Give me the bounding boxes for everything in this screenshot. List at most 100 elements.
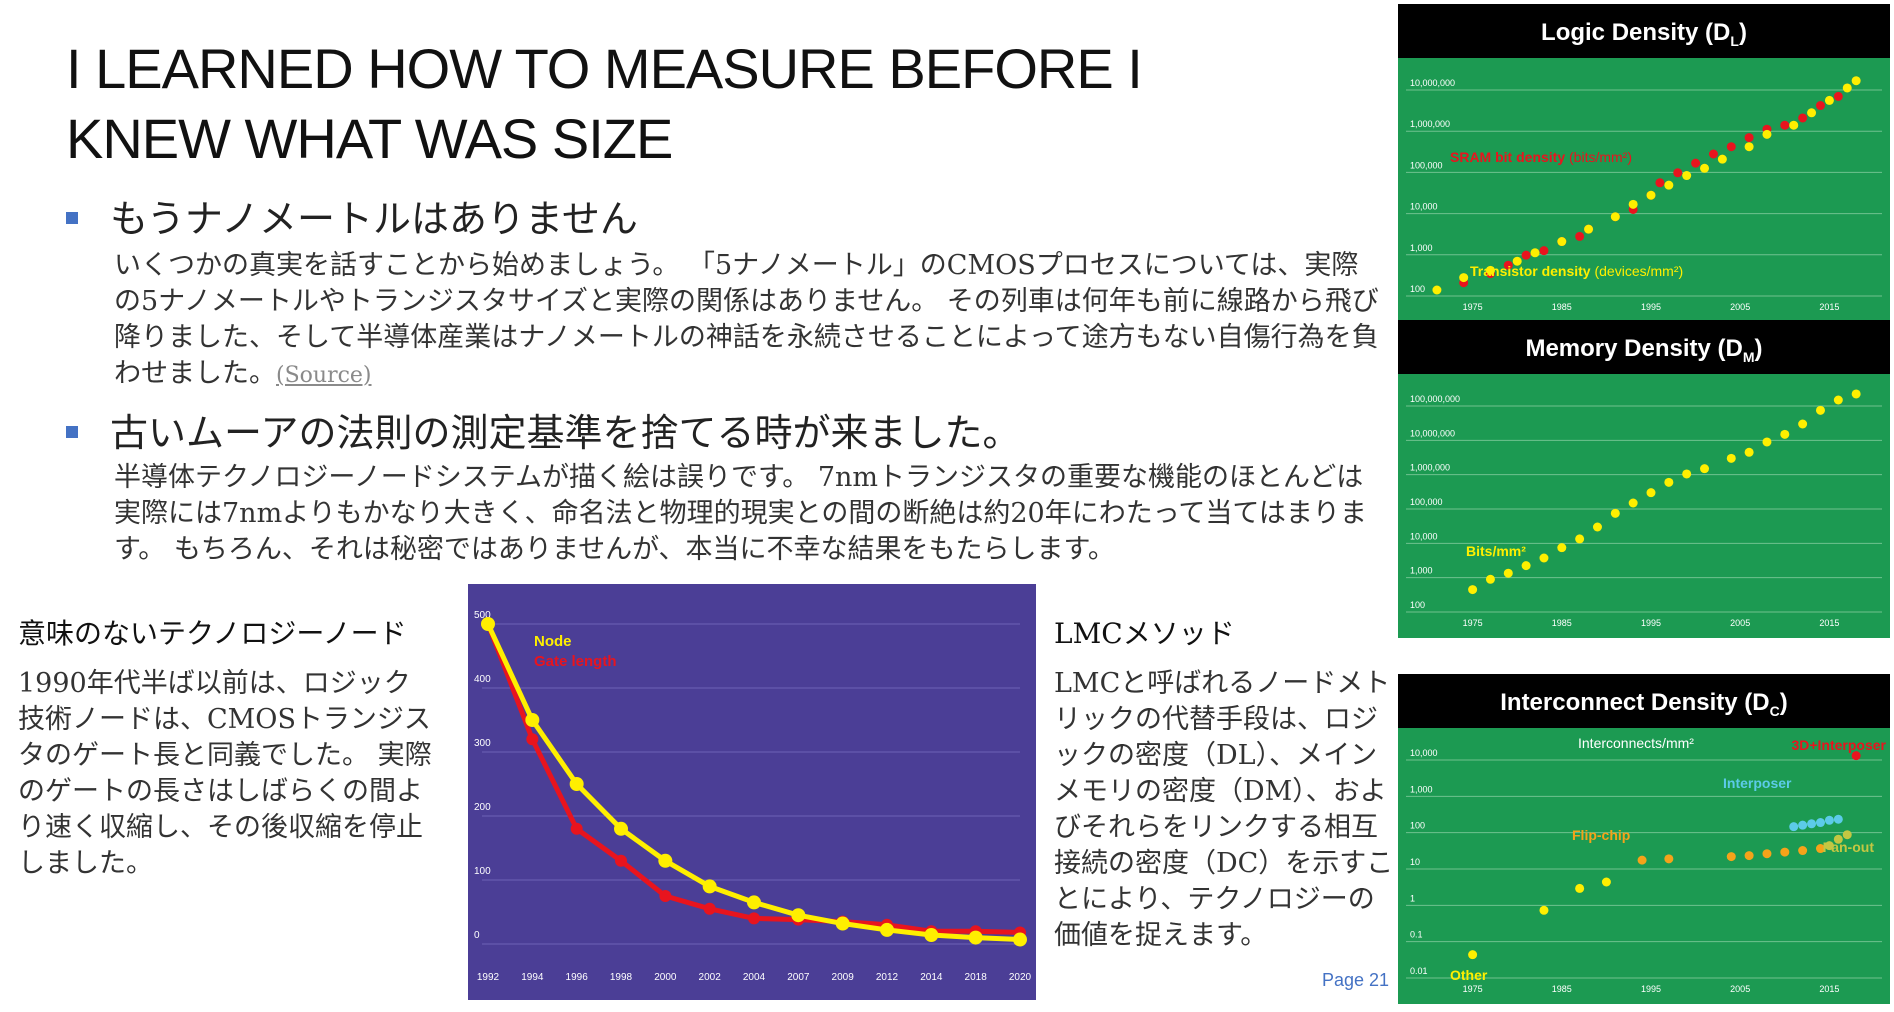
y-tick-label: 100,000 — [1410, 160, 1443, 170]
data-point — [1575, 231, 1585, 241]
data-point — [1700, 464, 1710, 474]
x-tick-label: 1975 — [1463, 302, 1483, 312]
data-point — [1459, 273, 1469, 283]
series-unit: (bits/mm²) — [1565, 149, 1632, 165]
y-tick-label: 1,000 — [1410, 243, 1433, 253]
data-point — [1592, 522, 1602, 532]
x-tick-label: 1985 — [1552, 618, 1572, 628]
chart-title-main: Memory Density (D — [1525, 335, 1742, 362]
right-column: LMCメソッド LMCと呼ばれるノードメトリックの代替手段は、ロジックの密度（D… — [1054, 612, 1394, 954]
right-column-text: LMCと呼ばれるノードメトリックの代替手段は、ロジックの密度（DL）、メインメモ… — [1054, 668, 1394, 951]
data-point — [968, 930, 983, 945]
x-tick-label: 1995 — [1641, 302, 1661, 312]
left-column: 意味のないテクノロジーノード 1990年代半ば以前は、ロジック技術ノードは、CM… — [18, 612, 436, 882]
data-point — [1842, 830, 1852, 840]
x-tick-label: 2005 — [1730, 984, 1750, 994]
data-point — [1789, 822, 1799, 832]
memory-density-chart: Memory Density (DM) 100,000,000 10,000,000… — [1398, 320, 1890, 638]
y-tick-label: 10,000 — [1410, 202, 1438, 212]
data-point — [835, 916, 850, 931]
data-point — [570, 822, 583, 835]
node-vs-gate-length-chart: 0 100 200 300 400 500 1992 1994 1996 1998 2000 2002… — [468, 584, 1036, 1000]
data-point — [1726, 142, 1736, 152]
x-tick-label: 2005 — [1730, 618, 1750, 628]
series-name: SRAM bit density — [1450, 149, 1565, 165]
data-point — [1807, 819, 1817, 829]
data-point — [1628, 199, 1638, 209]
series-name: Interposer — [1723, 775, 1792, 791]
data-point — [1762, 437, 1772, 447]
data-point — [1798, 113, 1808, 123]
x-tick-label: 1995 — [1641, 618, 1661, 628]
data-point — [1468, 950, 1478, 960]
y-tick-label: 1,000 — [1410, 784, 1433, 794]
data-point — [614, 821, 628, 836]
data-point — [1824, 95, 1834, 105]
chart-title-subscript: M — [1743, 349, 1755, 365]
y-tick-label: 100 — [1410, 821, 1425, 831]
data-point — [1744, 133, 1754, 143]
source-link[interactable]: (Source) — [276, 363, 372, 388]
data-point — [481, 617, 495, 631]
data-point — [1646, 190, 1656, 200]
y-tick-label: 200 — [474, 802, 491, 813]
data-point — [1503, 260, 1513, 270]
x-tick-label: 2009 — [832, 972, 855, 983]
x-tick-label: 2015 — [1819, 302, 1839, 312]
data-point — [1815, 101, 1825, 111]
y-tick-label: 10,000,000 — [1410, 78, 1455, 88]
chart-title-end: ) — [1755, 335, 1763, 362]
data-point — [1539, 246, 1549, 256]
y-tick-label: 10,000 — [1410, 748, 1438, 758]
chart-header — [1398, 4, 1890, 58]
bullet-1-text: いくつかの真実を話すことから始めましょう。 「5ナノメートル」のCMOSプロセス… — [114, 250, 1379, 389]
chart-title-main: Interconnect Density (D — [1500, 689, 1769, 716]
chart-title-main: Logic Density (D — [1541, 19, 1730, 46]
data-point — [1851, 751, 1861, 761]
x-tick-label: 2015 — [1819, 618, 1839, 628]
series-label: 3D+Interposer — [1791, 737, 1886, 753]
series-label: Interposer — [1723, 775, 1792, 791]
chart-header — [1398, 320, 1890, 374]
slide-title: I LEARNED HOW TO MEASURE BEFORE I KNEW W… — [66, 34, 1326, 174]
data-point — [1708, 149, 1718, 159]
data-point — [1833, 395, 1843, 405]
data-point — [1432, 285, 1442, 295]
data-point — [1744, 142, 1754, 152]
bullet-2-heading-text: 古いムーアの法則の測定基準を捨てる時が来ました。 — [110, 411, 1021, 455]
data-point — [1815, 405, 1825, 415]
series-name: Fan-out — [1823, 839, 1875, 855]
series-name: Transistor density — [1470, 263, 1591, 279]
data-point — [1601, 877, 1611, 887]
y-tick-label: 100 — [1410, 600, 1425, 610]
data-point — [880, 922, 894, 937]
y-tick-label: 10,000,000 — [1410, 428, 1455, 438]
x-tick-label: 2018 — [965, 972, 988, 983]
chart-title: Logic Density (DL) — [1541, 19, 1747, 49]
y-tick-label: 100,000 — [1410, 497, 1443, 507]
data-point — [1744, 851, 1754, 861]
legend-node: Node — [534, 633, 572, 650]
data-point — [1726, 852, 1736, 862]
x-tick-label: 2000 — [654, 972, 677, 983]
legend-gate-length: Gate length — [534, 653, 617, 670]
chart-background — [1398, 374, 1890, 638]
x-tick-label: 2004 — [743, 972, 766, 983]
data-point — [1575, 534, 1585, 544]
data-point — [1468, 585, 1478, 595]
bullet-2-paragraph: 半導体テクノロジーノードシステムが描く絵は誤りです。 7nmトランジスタの重要な… — [114, 460, 1384, 568]
y-tick-label: 1,000,000 — [1410, 463, 1450, 473]
x-tick-label: 1985 — [1552, 302, 1572, 312]
data-point — [1521, 561, 1531, 571]
y-tick-label: 0 — [474, 930, 480, 941]
x-tick-label: 1992 — [477, 972, 500, 983]
chart-title-end: ) — [1780, 689, 1788, 716]
y-tick-label: 0.01 — [1410, 966, 1428, 976]
data-point — [1485, 574, 1495, 584]
y-tick-label: 10 — [1410, 857, 1420, 867]
data-point — [1539, 905, 1549, 915]
data-point — [1762, 849, 1772, 859]
data-point — [1575, 883, 1585, 893]
data-point — [1833, 814, 1843, 824]
data-point — [1798, 846, 1808, 856]
